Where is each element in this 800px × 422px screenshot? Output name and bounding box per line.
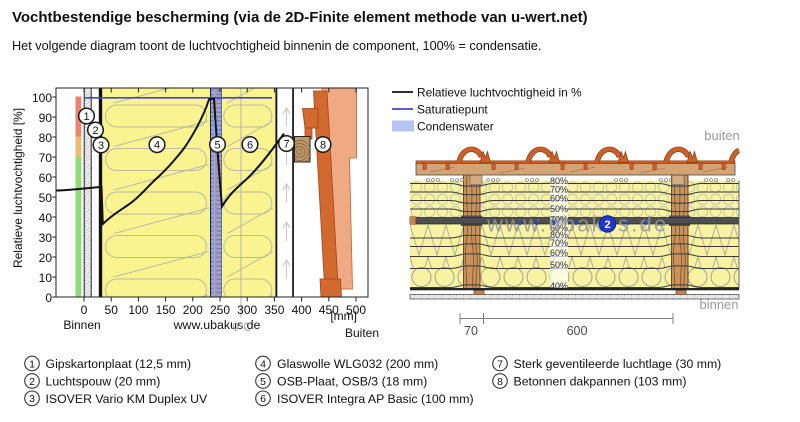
svg-text:Binnen: Binnen [63, 318, 100, 332]
svg-text:4: 4 [260, 358, 266, 370]
svg-text:70%: 70% [550, 185, 568, 195]
svg-text:90: 90 [39, 111, 53, 125]
svg-text:3: 3 [29, 393, 35, 405]
svg-text:Gipskartonplaat (12,5 mm): Gipskartonplaat (12,5 mm) [46, 357, 192, 371]
svg-text:2: 2 [29, 376, 35, 388]
svg-text:6: 6 [247, 140, 253, 152]
svg-text:7: 7 [283, 139, 289, 151]
svg-text:5: 5 [214, 140, 220, 152]
svg-text:8: 8 [320, 140, 326, 152]
svg-text:s.de: s.de [618, 212, 668, 237]
svg-text:10: 10 [39, 271, 53, 285]
svg-text:www.ubakus.de: www.ubakus.de [173, 318, 261, 332]
svg-text:0: 0 [45, 291, 52, 305]
svg-text:Condenswater: Condenswater [417, 120, 494, 134]
svg-text:40%: 40% [550, 281, 568, 291]
svg-text:350: 350 [264, 303, 284, 317]
svg-text:1: 1 [29, 358, 35, 370]
svg-text:200: 200 [183, 303, 203, 317]
svg-text:450: 450 [319, 303, 339, 317]
svg-text:6: 6 [260, 393, 266, 405]
svg-text:70%: 70% [550, 238, 568, 248]
svg-text:300: 300 [237, 303, 257, 317]
svg-text:60: 60 [39, 171, 53, 185]
svg-text:100: 100 [128, 303, 148, 317]
svg-text:5: 5 [260, 376, 266, 388]
svg-text:2: 2 [92, 125, 98, 137]
svg-text:buiten: buiten [704, 128, 739, 143]
svg-text:500: 500 [346, 303, 366, 317]
svg-text:Sterk geventileerde luchtlage: Sterk geventileerde luchtlage (30 mm) [514, 357, 722, 371]
svg-text:80: 80 [39, 131, 53, 145]
svg-text:Vochtbestendige bescherming (v: Vochtbestendige bescherming (via de 2D-F… [12, 9, 588, 26]
svg-text:3: 3 [98, 140, 104, 152]
svg-text:Saturatiepunt: Saturatiepunt [417, 103, 488, 117]
svg-text:50%: 50% [550, 204, 568, 214]
svg-text:Glaswolle WLG032 (200 mm): Glaswolle WLG032 (200 mm) [277, 357, 438, 371]
svg-text:4: 4 [154, 140, 160, 152]
svg-text:250: 250 [210, 303, 230, 317]
svg-text:Relatieve luchtvochtigheid in: Relatieve luchtvochtigheid in % [417, 86, 582, 100]
svg-text:20: 20 [39, 251, 53, 265]
svg-text:ISOVER Vario KM Duplex UV: ISOVER Vario KM Duplex UV [46, 392, 209, 406]
svg-text:2: 2 [604, 219, 610, 231]
svg-text:binnen: binnen [699, 297, 738, 312]
svg-text:ISOVER Integra AP Basic (100 m: ISOVER Integra AP Basic (100 mm) [277, 392, 474, 406]
svg-text:www.ubak: www.ubak [486, 212, 605, 237]
svg-text:70: 70 [39, 151, 53, 165]
svg-text:Betonnen dakpannen (103 mm): Betonnen dakpannen (103 mm) [514, 375, 687, 389]
svg-text:70%: 70% [550, 215, 568, 225]
svg-text:50: 50 [105, 303, 119, 317]
svg-text:Relatieve luchtvochtigheid [%]: Relatieve luchtvochtigheid [%] [11, 108, 25, 268]
svg-text:1: 1 [83, 111, 89, 123]
svg-text:100: 100 [32, 91, 52, 105]
svg-text:70: 70 [464, 324, 478, 338]
svg-text:7: 7 [497, 358, 503, 370]
svg-text:80%: 80% [550, 230, 568, 240]
svg-text:Het volgende diagram toont de: Het volgende diagram toont de luchtvocht… [12, 39, 541, 53]
svg-text:60%: 60% [550, 248, 568, 258]
svg-text:Buiten: Buiten [345, 326, 379, 340]
svg-text:Luchtspouw (20 mm): Luchtspouw (20 mm) [46, 375, 161, 389]
svg-text:80%: 80% [550, 176, 568, 186]
svg-text:150: 150 [156, 303, 176, 317]
svg-text:OSB-Plaat, OSB/3 (18 mm): OSB-Plaat, OSB/3 (18 mm) [277, 375, 427, 389]
svg-text:600: 600 [567, 324, 588, 338]
svg-text:0°C: 0°C [232, 322, 251, 334]
svg-text:400: 400 [292, 303, 312, 317]
svg-text:60%: 60% [550, 194, 568, 204]
svg-text:8: 8 [497, 376, 503, 388]
svg-text:0: 0 [81, 303, 88, 317]
svg-text:30: 30 [39, 231, 53, 245]
svg-text:50%: 50% [550, 260, 568, 270]
svg-text:40: 40 [39, 211, 53, 225]
svg-text:[mm]: [mm] [330, 309, 357, 323]
svg-text:60%: 60% [550, 223, 568, 233]
svg-text:50: 50 [39, 191, 53, 205]
